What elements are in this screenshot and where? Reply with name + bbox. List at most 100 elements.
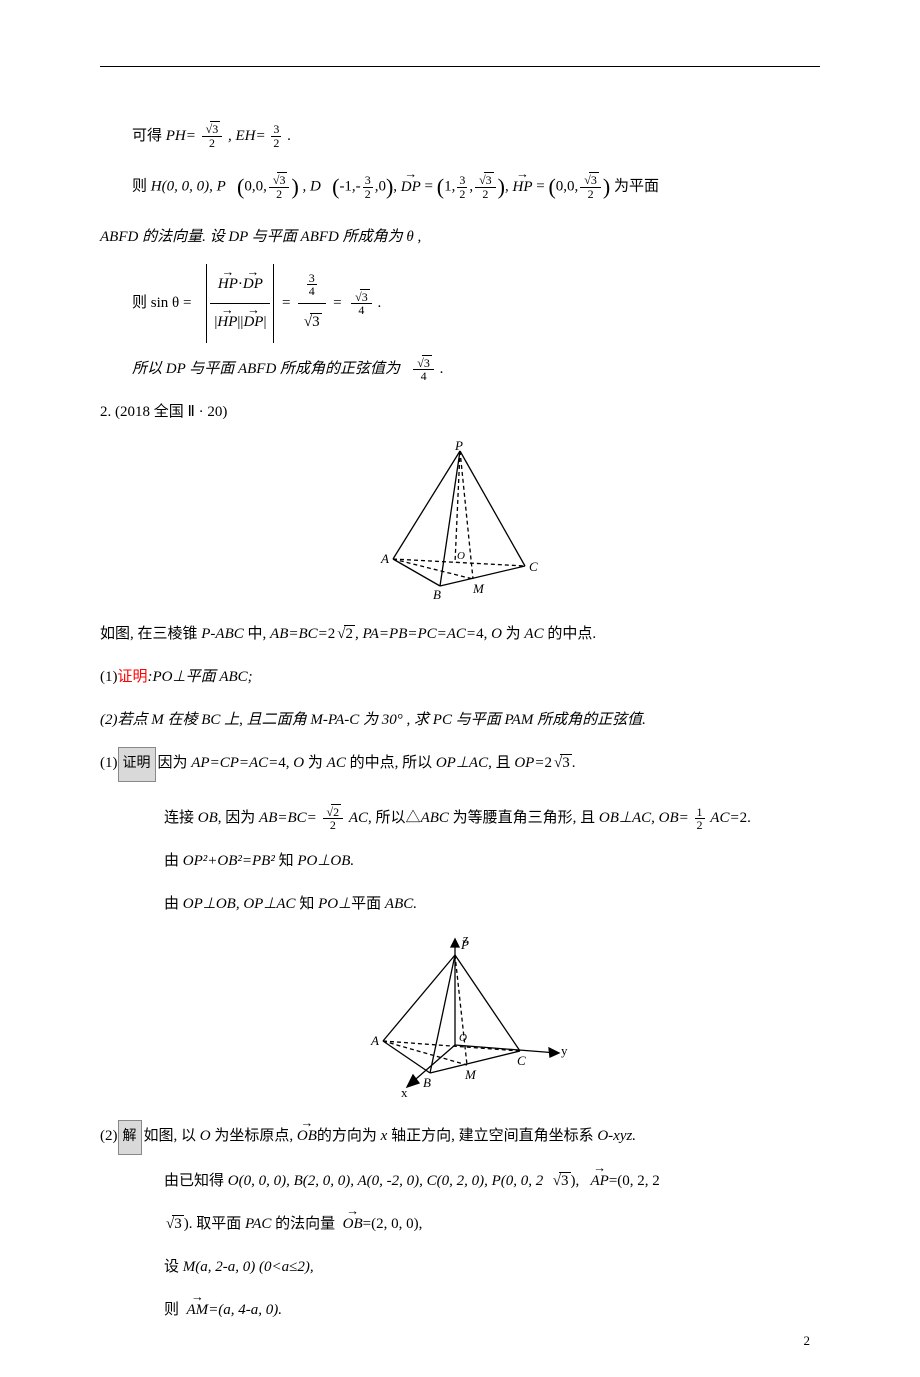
svg-text:O: O bbox=[459, 1032, 467, 1044]
t: OP²+OB²=PB² bbox=[183, 853, 275, 869]
t: ABC bbox=[421, 810, 449, 826]
text: 可得 bbox=[132, 128, 166, 144]
t: OP⊥AC bbox=[436, 755, 488, 771]
vec-AP: AP bbox=[591, 1165, 609, 1198]
t: 2. bbox=[740, 810, 751, 826]
t: O-xyz. bbox=[597, 1128, 636, 1144]
line-q2-1: (1)证明:PO⊥平面 ABC; bbox=[100, 661, 820, 694]
t: 设 bbox=[164, 1259, 183, 1275]
page-number: 2 bbox=[804, 1333, 811, 1349]
text: ABFD 的法向量. 设 DP 与平面 ABFD 所成角为 θ , bbox=[100, 229, 421, 245]
t: (1) bbox=[100, 669, 118, 685]
svg-text:A: A bbox=[370, 1033, 379, 1048]
vec-AM: AM bbox=[187, 1294, 209, 1327]
t: 的法向量 bbox=[271, 1216, 335, 1232]
t: ABC. bbox=[385, 896, 417, 912]
proof-box: 证明 bbox=[118, 747, 156, 782]
t: 为等腰直角三角形, 且 bbox=[449, 810, 599, 826]
frac-3-2: 32 bbox=[271, 123, 281, 149]
t: 知 bbox=[296, 896, 319, 912]
text: . bbox=[377, 295, 381, 311]
solve-box: 解 bbox=[118, 1120, 142, 1155]
line-ob: 连接 OB, 因为 AB=BC= 22 AC, 所以△ABC 为等腰直角三角形,… bbox=[100, 802, 820, 835]
svg-text:B: B bbox=[433, 587, 441, 601]
vec-HP: HP bbox=[512, 171, 532, 204]
frac-sqrt3-2: 32 bbox=[202, 123, 223, 149]
t: 2 bbox=[328, 626, 336, 642]
frac-34-sqrt3: 34 3 bbox=[298, 266, 326, 341]
line-normal: 3). 取平面 PAC 的法向量 OB=(2, 0, 0), bbox=[100, 1208, 820, 1241]
t: ), bbox=[571, 1173, 584, 1189]
text: . bbox=[440, 361, 444, 377]
svg-text:O: O bbox=[457, 550, 465, 562]
frac-sqrt3-4: 34 bbox=[351, 291, 372, 317]
t: =(0, 2, 2 bbox=[609, 1173, 660, 1189]
t: 由 bbox=[164, 896, 183, 912]
t: OP⊥OB, OP⊥AC bbox=[183, 896, 296, 912]
line-po-abc: 由 OP⊥OB, OP⊥AC 知 PO⊥平面 ABC. bbox=[100, 888, 820, 921]
t: OB⊥AC, OB= bbox=[599, 810, 689, 826]
t: ABC; bbox=[219, 669, 252, 685]
t: (2)若点 M 在棱 BC 上, 且二面角 M-PA-C 为 30° , 求 P… bbox=[100, 712, 646, 728]
vec-OB: OB bbox=[297, 1120, 317, 1153]
t: AC= bbox=[710, 810, 739, 826]
svg-text:B: B bbox=[423, 1075, 431, 1090]
t: =(2, 0, 0), bbox=[363, 1216, 423, 1232]
frac-sqrt2-2: 22 bbox=[323, 806, 344, 832]
line-points: 则 H(0, 0, 0), P (0,0,32) , D (-1,-32,0),… bbox=[100, 163, 820, 211]
t: (1) bbox=[100, 755, 118, 771]
svg-text:C: C bbox=[517, 1053, 526, 1068]
t: , 且 bbox=[488, 755, 514, 771]
vec-DP: DP bbox=[401, 171, 421, 204]
line-abfd: ABFD 的法向量. 设 DP 与平面 ABFD 所成角为 θ , bbox=[100, 221, 820, 254]
t: 轴正方向, 建立空间直角坐标系 bbox=[387, 1128, 597, 1144]
t: OB bbox=[198, 810, 218, 826]
t: 2 bbox=[544, 755, 552, 771]
svg-text:P: P bbox=[454, 441, 463, 453]
t: 平面 bbox=[351, 896, 385, 912]
line-q2-2: (2)若点 M 在棱 BC 上, 且二面角 M-PA-C 为 30° , 求 P… bbox=[100, 704, 820, 737]
t: 4, bbox=[476, 626, 491, 642]
t: O bbox=[293, 755, 304, 771]
question-2-header: 2. (2018 全国 Ⅱ · 20) bbox=[100, 396, 820, 429]
t: 的中点, 所以 bbox=[346, 755, 436, 771]
line-solve: (2)解如图, 以 O 为坐标原点, OB的方向为 x 轴正方向, 建立空间直角… bbox=[100, 1120, 820, 1155]
t: 连接 bbox=[164, 810, 198, 826]
red-text: 证明 bbox=[118, 669, 148, 685]
t: PO⊥OB. bbox=[297, 853, 354, 869]
t: P-ABC bbox=[201, 626, 244, 642]
t: 为 bbox=[502, 626, 525, 642]
line-coords: 由已知得 O(0, 0, 0), B(2, 0, 0), A(0, -2, 0)… bbox=[100, 1165, 820, 1198]
t: AC bbox=[524, 626, 543, 642]
svg-text:x: x bbox=[401, 1085, 408, 1100]
t: . bbox=[572, 755, 576, 771]
var-PH: PH= bbox=[166, 128, 196, 144]
svg-text:A: A bbox=[380, 551, 389, 566]
t: =(a, 4-a, 0). bbox=[208, 1302, 282, 1318]
svg-text:z: z bbox=[463, 933, 469, 946]
abs-frac: HP·DP |HP||DP| bbox=[206, 264, 274, 343]
text: 则 bbox=[132, 179, 151, 195]
t: M(a, 2-a, 0) (0<a≤2), bbox=[183, 1259, 314, 1275]
t: , PA=PB=PC=AC= bbox=[355, 626, 476, 642]
t: O bbox=[200, 1128, 211, 1144]
pt-D: , D bbox=[303, 179, 321, 195]
t: AB=BC= bbox=[259, 810, 317, 826]
t: AC bbox=[349, 810, 368, 826]
t: (2) bbox=[100, 1128, 118, 1144]
vec-OB2: OB bbox=[343, 1208, 363, 1241]
figure-pyramid-1: P A B C M O bbox=[100, 441, 820, 606]
t: OP= bbox=[514, 755, 544, 771]
document-page: 可得 PH= 32 , EH= 32 . 则 H(0, 0, 0), P (0,… bbox=[0, 0, 920, 1377]
t: AB=BC= bbox=[270, 626, 328, 642]
t: , 因为 bbox=[218, 810, 259, 826]
t: AP=CP=AC= bbox=[191, 755, 278, 771]
t: :PO⊥平面 bbox=[148, 669, 220, 685]
text: 则 sin θ = bbox=[132, 295, 195, 311]
t: 由 bbox=[164, 853, 183, 869]
svg-text:M: M bbox=[464, 1067, 477, 1082]
t: 则 bbox=[164, 1302, 179, 1318]
t: 因为 bbox=[158, 755, 192, 771]
frac-sqrt3-4b: 34 bbox=[413, 357, 434, 383]
t: PO⊥ bbox=[318, 896, 351, 912]
